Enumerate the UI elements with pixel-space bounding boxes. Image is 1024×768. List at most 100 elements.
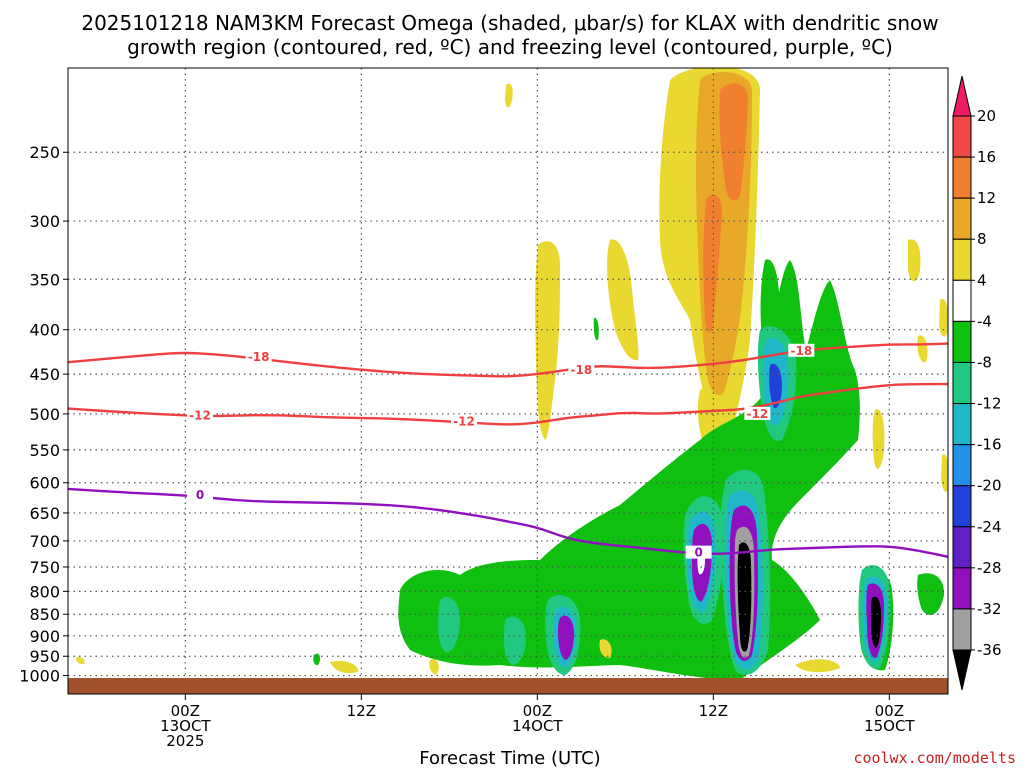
omega-blob-yellow-ground2	[429, 659, 439, 675]
y-tick-label: 500	[29, 405, 60, 424]
contour-label-bg	[685, 545, 712, 559]
colorbar-label: -8	[977, 353, 992, 371]
y-tick-label: 300	[29, 212, 60, 231]
colorbar-label: 16	[977, 148, 996, 166]
colorbar-swatch	[952, 320, 972, 363]
x-tick-label: 00Z	[523, 702, 552, 720]
colorbar-label: 4	[977, 271, 987, 289]
colorbar-label: -28	[977, 559, 1002, 577]
contour-label: -18	[790, 344, 812, 358]
omega-blob-yellow-left	[535, 241, 560, 440]
colorbar-label: -36	[977, 641, 1002, 659]
contour-label: -18	[570, 363, 592, 377]
omega-blob-purple-3	[558, 615, 574, 660]
colorbar-swatch	[952, 608, 972, 651]
contour-line	[68, 382, 948, 426]
colorbar-label: -4	[977, 312, 992, 330]
contour-label: -18	[248, 350, 270, 364]
colorbar-swatch	[952, 444, 972, 487]
omega-blob-teal-7	[437, 596, 460, 653]
y-tick-label: 400	[29, 321, 60, 340]
colorbar-swatch	[952, 485, 972, 528]
x-tick-label: 00Z	[171, 702, 200, 720]
contour-label-bg	[744, 406, 771, 420]
omega-blob-blue-top	[769, 363, 782, 409]
grid-lines	[68, 68, 948, 694]
chart-title-line1: 2025101218 NAM3KM Forecast Omega (shaded…	[81, 11, 938, 35]
y-axis: 250 300 350 400 450 500 550 600 650 700 750 800 850 9…	[19, 143, 68, 686]
y-tick-label: 250	[29, 143, 60, 162]
colorbar-bottom-triangle	[952, 649, 972, 691]
colorbar-swatch	[952, 403, 972, 446]
contour-label-bg	[451, 414, 477, 428]
x-tick-label: 12Z	[347, 702, 376, 720]
omega-blob-green-small2	[593, 317, 599, 341]
omega-blob-yellow-ground5	[76, 657, 85, 665]
x-tick-label: 13OCT	[160, 717, 211, 735]
x-axis-label: Forecast Time (UTC)	[419, 748, 600, 768]
colorbar-swatch	[952, 279, 972, 322]
omega-blob-teal-6	[503, 616, 527, 665]
y-tick-label: 1000	[19, 667, 60, 686]
ground-surface	[68, 678, 948, 694]
omega-blob-yellow-small2	[908, 239, 921, 282]
contour-label: -12	[453, 414, 475, 428]
contour-label: 0	[196, 488, 204, 502]
omega-blob-yellow-mid	[607, 239, 639, 361]
omega-blob-yellow-r2	[939, 299, 948, 337]
omega-blob-yellow-ground4	[599, 639, 612, 658]
contour-label-bg	[568, 362, 595, 376]
y-tick-label: 950	[29, 647, 60, 666]
contour-lines: -18 -18 -18 -12 -12 -12 0 0	[68, 342, 948, 560]
omega-blob-yellow-small1	[505, 83, 513, 108]
y-tick-label: 450	[29, 365, 60, 384]
omega-blob-black-2	[871, 596, 881, 648]
colorbar-label: -24	[977, 518, 1002, 536]
contour-label-bg	[187, 408, 213, 422]
colorbar-top-triangle	[952, 75, 972, 117]
colorbar-swatch	[952, 567, 972, 610]
x-tick-label: 12Z	[699, 702, 728, 720]
colorbar-label: -32	[977, 600, 1002, 618]
omega-blob-yellow-ground1	[330, 660, 359, 674]
omega-blob-yellow-r4	[917, 335, 928, 363]
colorbar-swatch	[952, 115, 972, 158]
contour-line	[68, 487, 948, 558]
omega-blob-green-far-right	[917, 573, 945, 615]
omega-blob-black-1	[737, 542, 752, 652]
colorbar-label: -16	[977, 436, 1002, 454]
x-tick-label: 14OCT	[512, 717, 563, 735]
y-tick-label: 750	[29, 558, 60, 577]
credit-text: coolwx.com/modelts	[853, 749, 1016, 767]
omega-blob-yellow-r1	[872, 409, 885, 469]
y-tick-label: 900	[29, 627, 60, 646]
colorbar-swatch	[952, 156, 972, 199]
colorbar-swatch	[952, 526, 972, 569]
colorbar-label: -12	[977, 395, 1002, 413]
colorbar: 20 16 12 8 4 -4 -8 -12 -16 -20 -24 -28 -32 -36	[952, 75, 1002, 691]
colorbar-label: -20	[977, 477, 1002, 495]
y-tick-label: 650	[29, 504, 60, 523]
omega-blob-upper-orange	[719, 83, 748, 201]
omega-blob-yellow-small3	[697, 386, 716, 444]
contour-label-bg	[788, 343, 815, 357]
y-tick-label: 600	[29, 474, 60, 493]
colorbar-label: 20	[977, 107, 996, 125]
contour-label-bg	[245, 349, 272, 363]
contour-label-bg	[187, 488, 213, 502]
chart-title-line2: growth region (contoured, red, ºC) and f…	[127, 35, 893, 59]
y-tick-label: 850	[29, 605, 60, 624]
colorbar-label: 12	[977, 189, 996, 207]
colorbar-swatch	[952, 238, 972, 281]
y-tick-label: 800	[29, 582, 60, 601]
colorbar-label: 8	[977, 230, 987, 248]
x-tick-label: 15OCT	[864, 717, 915, 735]
colorbar-swatch	[952, 197, 972, 240]
plot-frame	[67, 67, 949, 695]
omega-blob-green-small	[313, 653, 321, 666]
y-tick-label: 350	[29, 270, 60, 289]
y-tick-label: 700	[29, 532, 60, 551]
x-tick-label: 00Z	[875, 702, 904, 720]
